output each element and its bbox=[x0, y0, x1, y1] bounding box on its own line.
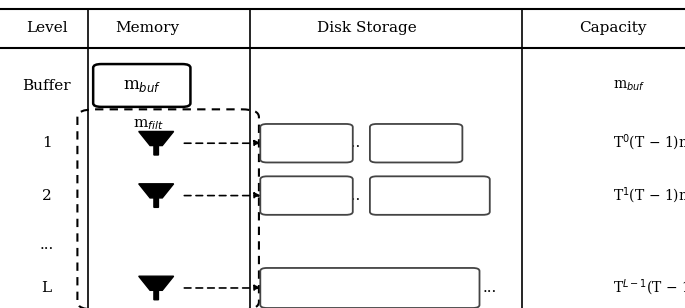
Text: Buffer: Buffer bbox=[23, 79, 71, 93]
Text: 1: 1 bbox=[42, 136, 51, 150]
FancyBboxPatch shape bbox=[370, 176, 490, 215]
Text: T$^{L-1}$(T − 1)m$_{buf}$: T$^{L-1}$(T − 1)m$_{buf}$ bbox=[613, 278, 685, 298]
Text: Level: Level bbox=[26, 21, 67, 35]
Text: Memory: Memory bbox=[115, 21, 179, 35]
Text: 2: 2 bbox=[42, 188, 51, 203]
FancyBboxPatch shape bbox=[93, 64, 190, 107]
Text: ...: ... bbox=[40, 238, 53, 252]
Text: Capacity: Capacity bbox=[580, 21, 647, 35]
Text: ...: ... bbox=[347, 136, 360, 150]
Polygon shape bbox=[138, 184, 174, 207]
Polygon shape bbox=[138, 276, 174, 300]
Text: ...: ... bbox=[483, 281, 497, 295]
FancyBboxPatch shape bbox=[260, 268, 480, 308]
Text: ...: ... bbox=[347, 188, 360, 203]
FancyBboxPatch shape bbox=[260, 176, 353, 215]
Text: m$_{buf}$: m$_{buf}$ bbox=[123, 77, 161, 94]
Text: T$^{1}$(T − 1)m$_{buf}$: T$^{1}$(T − 1)m$_{buf}$ bbox=[613, 185, 685, 206]
Polygon shape bbox=[138, 132, 174, 155]
Text: T$^{0}$(T − 1)m$_{buf}$: T$^{0}$(T − 1)m$_{buf}$ bbox=[613, 133, 685, 153]
Text: m$_{buf}$: m$_{buf}$ bbox=[613, 79, 645, 93]
Text: m$_{filt}$: m$_{filt}$ bbox=[133, 117, 163, 132]
Text: Disk Storage: Disk Storage bbox=[316, 21, 416, 35]
Text: L: L bbox=[42, 281, 51, 295]
FancyBboxPatch shape bbox=[260, 124, 353, 163]
FancyBboxPatch shape bbox=[370, 124, 462, 163]
